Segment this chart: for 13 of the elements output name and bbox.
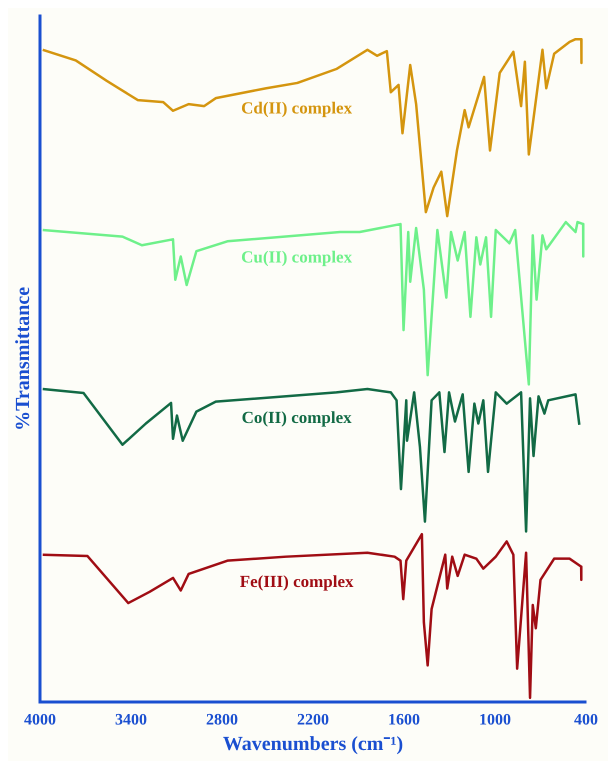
- x-tick-label: 1600: [388, 712, 420, 729]
- series-label: Cd(II) complex: [241, 98, 353, 118]
- x-tick-label: 2200: [297, 712, 329, 729]
- series-label: Co(II) complex: [242, 408, 352, 427]
- x-tick-label: 3400: [115, 712, 147, 729]
- y-axis-title: %Transmittance: [12, 286, 34, 431]
- x-tick-label: 2800: [206, 712, 238, 729]
- x-tick-label: 4000: [24, 712, 56, 729]
- x-axis-title: Wavenumbers (cm⁻¹): [222, 733, 404, 756]
- x-tick-label: 1000: [479, 712, 511, 729]
- series-label: Cu(II) complex: [241, 247, 353, 266]
- x-tick-label: 400: [574, 712, 598, 729]
- series-label: Fe(III) complex: [240, 572, 354, 592]
